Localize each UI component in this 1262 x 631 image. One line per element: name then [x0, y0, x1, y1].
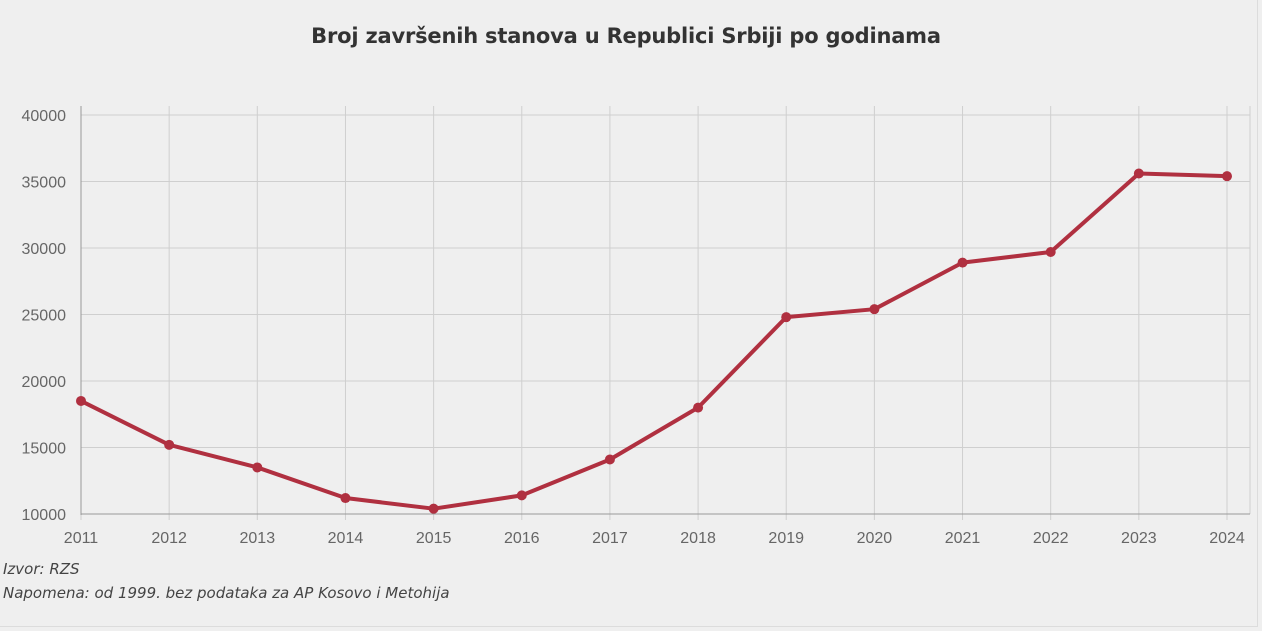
- data-point: [957, 257, 968, 268]
- series-line: [79, 171, 1229, 511]
- x-tick-label: 2021: [945, 530, 981, 547]
- x-tick-label: 2024: [1209, 530, 1245, 547]
- line-chart: 10000 15000 20000 25000 30000 35000 40000 2011…: [22, 106, 1251, 547]
- data-point: [869, 304, 880, 315]
- x-tick-label: 2016: [504, 530, 540, 547]
- data-point: [428, 503, 439, 514]
- x-tick-label: 2011: [64, 530, 99, 547]
- x-tick-label: 2018: [680, 530, 716, 547]
- x-tick-label: 2020: [857, 530, 893, 547]
- y-tick-label: 20000: [22, 374, 67, 391]
- data-point: [1222, 171, 1232, 182]
- x-tick-label: 2023: [1121, 530, 1157, 547]
- data-point: [1133, 168, 1144, 179]
- data-point: [781, 312, 792, 323]
- axes: [80, 106, 1250, 515]
- y-tick-label: 10000: [22, 507, 67, 524]
- series-layer: [76, 168, 1232, 514]
- chart-title: Broj završenih stanova u Republici Srbij…: [311, 24, 941, 48]
- x-tick-label: 2017: [592, 530, 628, 547]
- x-tick-label: 2013: [240, 530, 276, 547]
- data-point: [604, 454, 615, 465]
- y-tick-label: 25000: [22, 308, 67, 325]
- y-tick-label: 15000: [22, 441, 67, 458]
- x-tick-label: 2014: [328, 530, 364, 547]
- y-axis-labels: 10000 15000 20000 25000 30000 35000 40000: [22, 108, 67, 524]
- y-tick-label: 40000: [22, 108, 67, 125]
- x-tick-label: 2015: [416, 530, 452, 547]
- data-point: [164, 439, 175, 450]
- data-point: [76, 395, 86, 406]
- x-tick-label: 2012: [151, 530, 187, 547]
- x-tick-label: 2019: [768, 530, 804, 547]
- data-point: [1045, 246, 1056, 257]
- y-tick-label: 30000: [22, 241, 67, 258]
- data-point: [252, 462, 263, 473]
- x-tick-label: 2022: [1033, 530, 1069, 547]
- grid-lines: [80, 106, 1251, 520]
- data-point: [693, 402, 704, 413]
- chart-notes: Izvor: RZS Napomena: od 1999. bez podata…: [3, 557, 450, 605]
- data-point: [516, 490, 527, 501]
- remark-note: Napomena: od 1999. bez podataka za AP Ko…: [3, 584, 450, 602]
- source-note: Izvor: RZS: [3, 560, 80, 578]
- y-tick-label: 35000: [22, 175, 67, 192]
- x-axis-labels: 2011 2012 2013 2014 2015 2016 2017 2018 2019 2020…: [64, 530, 1245, 547]
- data-point: [340, 493, 351, 504]
